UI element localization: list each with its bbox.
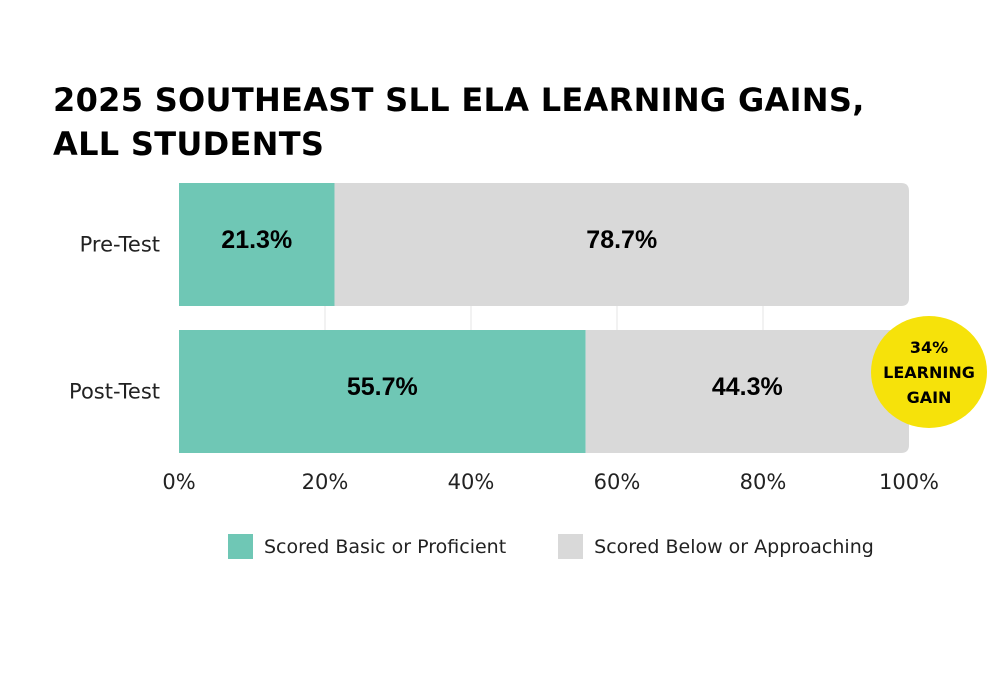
legend-item-below: Scored Below or Approaching [558,534,874,559]
x-tick-label-0: 0% [162,470,195,494]
data-label-1-1: 44.3% [712,373,783,401]
legend-swatch-proficient [228,534,253,559]
x-tick-label-100: 100% [879,470,939,494]
x-tick-label-40: 40% [448,470,495,494]
bar-segment-1-0 [179,330,586,453]
chart-title-line-2: ALL STUDENTS [53,125,325,163]
bar-segment-0-1 [334,183,909,306]
learning-gain-value: 34% [909,337,949,357]
bar-segment-0-0 [179,183,335,306]
legend-swatch-below [558,534,584,559]
x-tick-label-80: 80% [740,470,787,494]
legend-item-proficient: Scored Basic or Proficient [228,534,506,559]
data-label-0-1: 78.7% [586,226,657,254]
chart-title: 2025 SOUTHEAST SLL ELA LEARNING GAINS, A… [53,78,953,166]
legend-label-proficient: Scored Basic or Proficient [264,535,507,558]
data-label-1-0: 55.7% [347,373,418,401]
learning-gain-badge: 34% LEARNING GAIN [871,316,987,428]
category-label-1: Post-Test [69,380,160,404]
x-tick-label-60: 60% [594,470,641,494]
data-label-0-0: 21.3% [221,226,292,254]
learning-gain-word-1: LEARNING [883,362,975,382]
chart-legend: Scored Basic or Proficient Scored Below … [228,534,926,559]
category-label-0: Pre-Test [80,233,160,257]
legend-label-below: Scored Below or Approaching [594,535,874,558]
chart-title-line-1: 2025 SOUTHEAST SLL ELA LEARNING GAINS, [53,81,865,119]
bar-segment-1-1 [585,330,909,453]
x-tick-label-20: 20% [302,470,349,494]
learning-gain-word-2: GAIN [906,387,952,407]
